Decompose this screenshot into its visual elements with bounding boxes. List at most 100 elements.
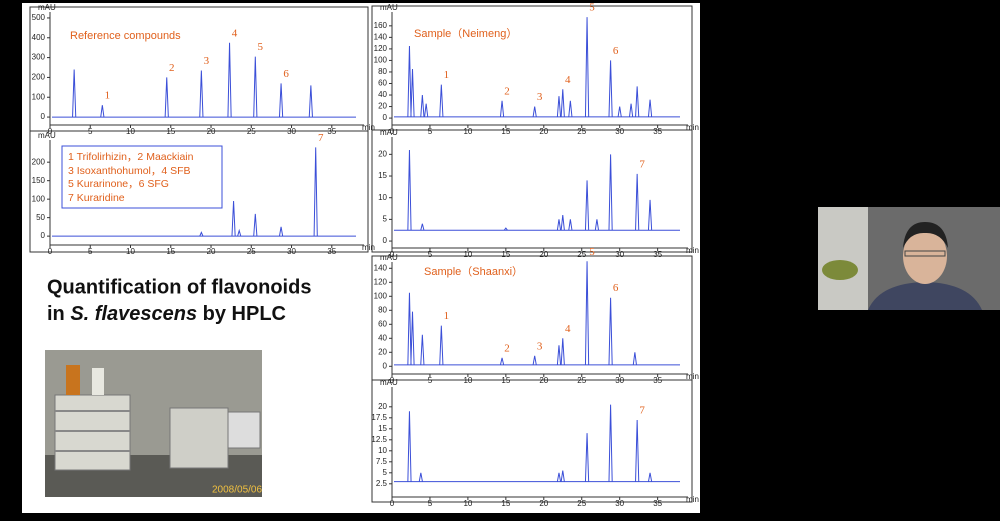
peak bbox=[594, 219, 600, 231]
x-tick-label: 10 bbox=[126, 127, 135, 136]
peak-label: 3 bbox=[537, 340, 543, 352]
x-tick-label: 0 bbox=[390, 127, 395, 136]
peak-label: 2 bbox=[504, 85, 510, 97]
monitor bbox=[227, 411, 261, 449]
y-tick-label: 20 bbox=[378, 347, 387, 356]
y-tick-label: 2.5 bbox=[376, 479, 388, 488]
y-tick-label: 10 bbox=[378, 446, 387, 455]
x-unit: min bbox=[362, 243, 375, 252]
peak bbox=[647, 99, 653, 117]
peak bbox=[560, 214, 565, 231]
x-tick-label: 15 bbox=[501, 376, 510, 385]
y-tick-label: 200 bbox=[32, 157, 46, 166]
legend-box bbox=[61, 145, 223, 209]
panel-title: Reference compounds bbox=[70, 30, 181, 42]
hplc-line bbox=[55, 430, 130, 432]
x-tick-label: 20 bbox=[539, 127, 548, 136]
peak bbox=[439, 84, 444, 117]
peak bbox=[608, 60, 613, 117]
x-unit: min bbox=[362, 123, 375, 132]
x-tick-label: 20 bbox=[539, 499, 548, 508]
x-tick-label: 20 bbox=[207, 127, 216, 136]
peak-label: 7 bbox=[639, 405, 645, 417]
lab-photo: 2008/05/06 bbox=[45, 350, 262, 497]
x-tick-label: 20 bbox=[539, 250, 548, 259]
peak bbox=[584, 433, 590, 482]
panel-title: Sample（Neimeng） bbox=[414, 27, 517, 40]
y-tick-label: 20 bbox=[378, 102, 387, 111]
peak bbox=[608, 297, 613, 365]
peak bbox=[635, 173, 640, 231]
legend-line: 5 Kurarinone，6 SFG bbox=[68, 178, 169, 190]
y-tick-label: 500 bbox=[32, 13, 46, 22]
x-tick-label: 10 bbox=[463, 250, 472, 259]
peak bbox=[503, 227, 508, 231]
x-tick-label: 10 bbox=[463, 376, 472, 385]
x-tick-label: 10 bbox=[126, 247, 135, 256]
peak-label: 3 bbox=[204, 55, 210, 67]
slide-title: Quantification of flavonoids bbox=[47, 276, 311, 298]
y-tick-label: 0 bbox=[383, 113, 388, 122]
y-tick-label: 100 bbox=[374, 291, 388, 300]
bottle bbox=[66, 365, 80, 395]
y-tick-label: 15 bbox=[378, 171, 387, 180]
peak-label: 2 bbox=[169, 62, 175, 74]
x-tick-label: 35 bbox=[653, 250, 662, 259]
peak-label: 4 bbox=[232, 27, 238, 39]
slide-title: in S. flavescens by HPLC bbox=[47, 303, 286, 325]
peak bbox=[164, 77, 169, 118]
peak bbox=[420, 94, 425, 117]
peak bbox=[608, 404, 613, 482]
panel-title: Sample（Shaanxi） bbox=[424, 265, 523, 278]
peak bbox=[568, 219, 573, 231]
y-tick-label: 400 bbox=[32, 33, 46, 42]
x-tick-label: 0 bbox=[390, 250, 395, 259]
peak bbox=[635, 419, 640, 482]
y-tick-label: 5 bbox=[383, 214, 388, 223]
x-tick-label: 25 bbox=[247, 127, 256, 136]
x-tick-label: 5 bbox=[88, 247, 93, 256]
x-tick-label: 30 bbox=[615, 499, 624, 508]
y-unit: mAU bbox=[380, 128, 398, 137]
y-tick-label: 140 bbox=[374, 32, 388, 41]
plant bbox=[822, 260, 858, 280]
peak bbox=[568, 100, 573, 117]
y-unit: mAU bbox=[38, 131, 56, 140]
x-unit: min bbox=[686, 372, 699, 381]
peak bbox=[556, 345, 562, 365]
x-unit: min bbox=[686, 495, 699, 504]
y-tick-label: 40 bbox=[378, 90, 387, 99]
y-tick-label: 60 bbox=[378, 79, 387, 88]
x-unit: min bbox=[686, 123, 699, 132]
x-tick-label: 35 bbox=[327, 247, 336, 256]
peak bbox=[253, 56, 258, 118]
peak-label: 5 bbox=[589, 2, 595, 14]
y-tick-label: 50 bbox=[36, 213, 45, 222]
window bbox=[818, 207, 868, 310]
x-tick-label: 0 bbox=[48, 127, 53, 136]
y-tick-label: 300 bbox=[32, 53, 46, 62]
peak bbox=[647, 472, 653, 482]
peak bbox=[278, 226, 284, 237]
y-tick-label: 0 bbox=[383, 361, 388, 370]
y-tick-label: 0 bbox=[383, 236, 388, 245]
x-tick-label: 15 bbox=[166, 127, 175, 136]
peak-label: 5 bbox=[589, 246, 595, 258]
peak bbox=[584, 261, 590, 365]
peak bbox=[420, 223, 425, 231]
peak bbox=[410, 69, 415, 117]
x-tick-label: 5 bbox=[428, 250, 433, 259]
x-tick-label: 10 bbox=[463, 127, 472, 136]
y-tick-label: 17.5 bbox=[371, 413, 387, 422]
peak-label: 6 bbox=[613, 282, 619, 294]
peak bbox=[556, 96, 562, 117]
x-tick-label: 35 bbox=[653, 376, 662, 385]
peak-label: 2 bbox=[504, 342, 510, 354]
peak bbox=[647, 199, 653, 231]
peak bbox=[628, 103, 634, 117]
peak bbox=[635, 86, 640, 117]
x-tick-label: 15 bbox=[166, 247, 175, 256]
peak bbox=[407, 292, 412, 365]
peak bbox=[608, 154, 613, 231]
computer bbox=[169, 407, 229, 469]
